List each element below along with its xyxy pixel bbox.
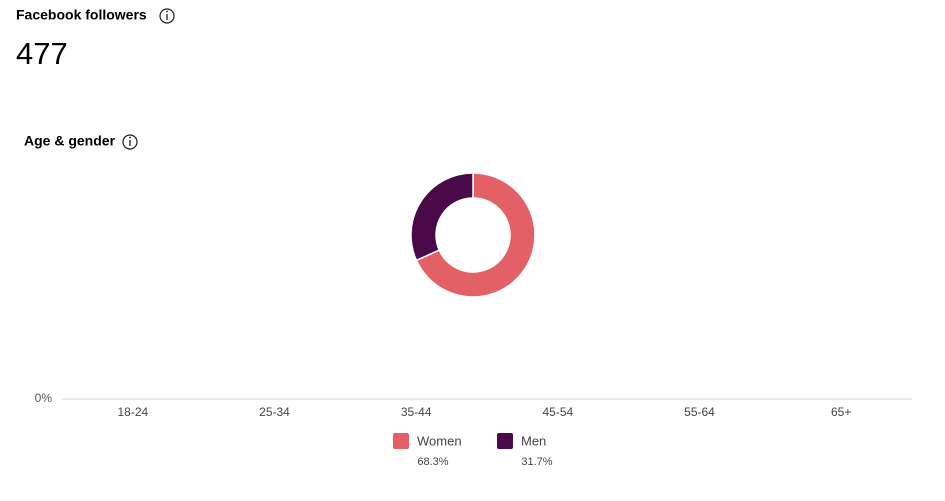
x-tick-label: 65+ — [831, 405, 851, 419]
section-title: Age & gender — [24, 133, 116, 149]
title: Facebook followers — [16, 7, 147, 23]
x-tick-label: 35-44 — [401, 405, 432, 419]
x-tick-label: 18-24 — [117, 405, 148, 419]
x-tick-label: 25-34 — [259, 405, 290, 419]
legend-label: Women — [417, 433, 462, 448]
follower-count: 477 — [16, 36, 68, 71]
legend-label: Men — [521, 433, 546, 448]
y-tick-label: 0% — [35, 391, 53, 405]
legend-swatch — [393, 433, 409, 449]
donut-slice — [410, 172, 474, 262]
legend-value: 68.3% — [417, 456, 448, 468]
donut-slice — [415, 172, 536, 298]
x-tick-label: 45-54 — [542, 405, 573, 419]
info-icon[interactable] — [159, 8, 175, 24]
info-icon[interactable] — [122, 134, 138, 150]
legend-value: 31.7% — [521, 456, 552, 468]
legend-swatch — [497, 433, 513, 449]
x-tick-label: 55-64 — [684, 405, 715, 419]
